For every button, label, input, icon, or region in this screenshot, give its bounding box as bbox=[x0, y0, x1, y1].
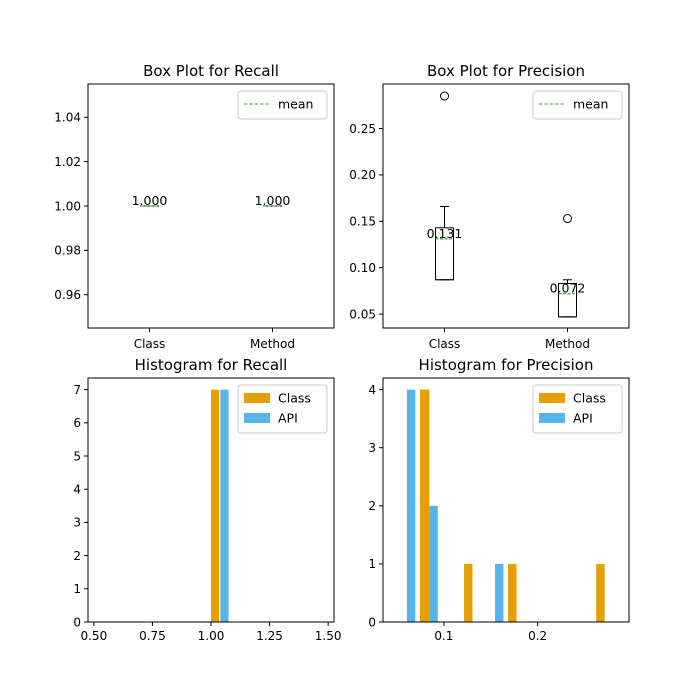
legend-swatch bbox=[539, 393, 565, 403]
legend-label: mean bbox=[573, 97, 608, 112]
histogram-bar-api bbox=[220, 389, 229, 622]
chart-title: Box Plot for Recall bbox=[143, 62, 279, 80]
y-tick-label: 0.05 bbox=[349, 307, 376, 321]
histogram-bar-class bbox=[596, 563, 605, 622]
chart-title: Histogram for Precision bbox=[419, 356, 594, 374]
recall-boxplot-panel: Box Plot for Recall 0.96 0.98 1.00 1.02 1.04… bbox=[54, 62, 335, 351]
legend: mean bbox=[237, 90, 328, 120]
y-tick-label: 2 bbox=[368, 499, 376, 513]
y-tick-label: 0.15 bbox=[349, 215, 376, 229]
mean-value-label: 1.000 bbox=[255, 193, 291, 208]
x-tick-label: 1.50 bbox=[315, 629, 342, 643]
x-tick-label: 0.1 bbox=[434, 629, 453, 643]
x-tick-label: 1.25 bbox=[256, 629, 283, 643]
outlier-point bbox=[440, 91, 449, 101]
recall-histogram-panel: Histogram for Recall 0 1 2 3 4 5 6 7 0.50 0.75 1.0… bbox=[73, 356, 341, 643]
axes-frame bbox=[382, 83, 630, 329]
legend-frame bbox=[532, 90, 623, 120]
y-tick-label: 1 bbox=[73, 582, 81, 596]
y-tick-label: 4 bbox=[368, 383, 376, 397]
series-class bbox=[420, 389, 605, 622]
x-tick-label: 0.50 bbox=[80, 629, 107, 643]
legend: Class API bbox=[237, 384, 328, 434]
legend-label: Class bbox=[573, 391, 606, 406]
legend-swatch bbox=[539, 413, 565, 423]
legend-frame bbox=[237, 90, 328, 120]
series-class bbox=[211, 389, 220, 622]
histogram-bar-api bbox=[406, 389, 416, 622]
histogram-bar-class bbox=[508, 563, 517, 622]
y-tick-label: 0.10 bbox=[349, 261, 376, 275]
y-tick-label: 6 bbox=[73, 416, 81, 430]
y-tick-label: 0.20 bbox=[349, 168, 376, 182]
mean-value-label: 0.072 bbox=[550, 281, 586, 296]
x-tick-label: 0.75 bbox=[139, 629, 166, 643]
precision-boxplot-panel: Box Plot for Precision 0.05 0.10 0.15 0.20 0… bbox=[349, 62, 630, 351]
legend-swatch bbox=[244, 393, 270, 403]
x-tick-label: Class bbox=[134, 337, 166, 351]
legend-swatch bbox=[244, 413, 270, 423]
y-tick-label: 3 bbox=[73, 516, 81, 530]
chart-title: Box Plot for Precision bbox=[427, 62, 585, 80]
mean-value-label: 1.000 bbox=[132, 193, 168, 208]
precision-histogram-panel: Histogram for Precision 0 1 2 3 4 0.1 0.2 Class… bbox=[368, 356, 630, 643]
x-tick-label: Method bbox=[545, 337, 590, 351]
x-tick-label: Class bbox=[429, 337, 461, 351]
y-tick-label: 1.02 bbox=[54, 155, 81, 169]
histogram-bar-class bbox=[464, 563, 473, 622]
legend: mean bbox=[532, 90, 623, 120]
box-class: 0.131 bbox=[427, 91, 463, 281]
y-tick-label: 5 bbox=[73, 449, 81, 463]
box-method: 1.000 bbox=[255, 193, 291, 208]
legend: Class API bbox=[532, 384, 623, 434]
histogram-bar-api bbox=[494, 563, 504, 622]
y-tick-label: 0.98 bbox=[54, 244, 81, 258]
histogram-bar-api bbox=[429, 505, 438, 622]
outlier-point bbox=[563, 214, 572, 224]
series-api bbox=[406, 389, 504, 622]
y-tick-label: 0.25 bbox=[349, 122, 376, 136]
box-method: 0.072 bbox=[550, 214, 586, 318]
x-tick-label: 0.2 bbox=[528, 629, 547, 643]
legend-label: API bbox=[573, 411, 593, 426]
y-tick-label: 0.96 bbox=[54, 288, 81, 302]
box-class: 1.000 bbox=[132, 193, 168, 208]
y-tick-label: 0 bbox=[73, 615, 81, 629]
mean-value-label: 0.131 bbox=[427, 226, 463, 241]
y-tick-label: 3 bbox=[368, 441, 376, 455]
y-tick-label: 1 bbox=[368, 557, 376, 571]
y-tick-label: 0 bbox=[368, 615, 376, 629]
legend-label: mean bbox=[278, 97, 313, 112]
x-tick-label: 1.00 bbox=[198, 629, 225, 643]
chart-title: Histogram for Recall bbox=[135, 356, 288, 374]
y-tick-label: 1.00 bbox=[54, 199, 81, 213]
histogram-bar-class bbox=[420, 389, 430, 622]
y-tick-label: 1.04 bbox=[54, 111, 81, 125]
legend-label: Class bbox=[278, 391, 311, 406]
y-tick-label: 4 bbox=[73, 483, 81, 497]
y-tick-label: 2 bbox=[73, 549, 81, 563]
legend-label: API bbox=[278, 411, 298, 426]
y-tick-label: 7 bbox=[73, 383, 81, 397]
series-api bbox=[220, 389, 229, 622]
histogram-bar-class bbox=[211, 389, 220, 622]
axes-frame bbox=[382, 377, 630, 623]
x-tick-label: Method bbox=[250, 337, 295, 351]
